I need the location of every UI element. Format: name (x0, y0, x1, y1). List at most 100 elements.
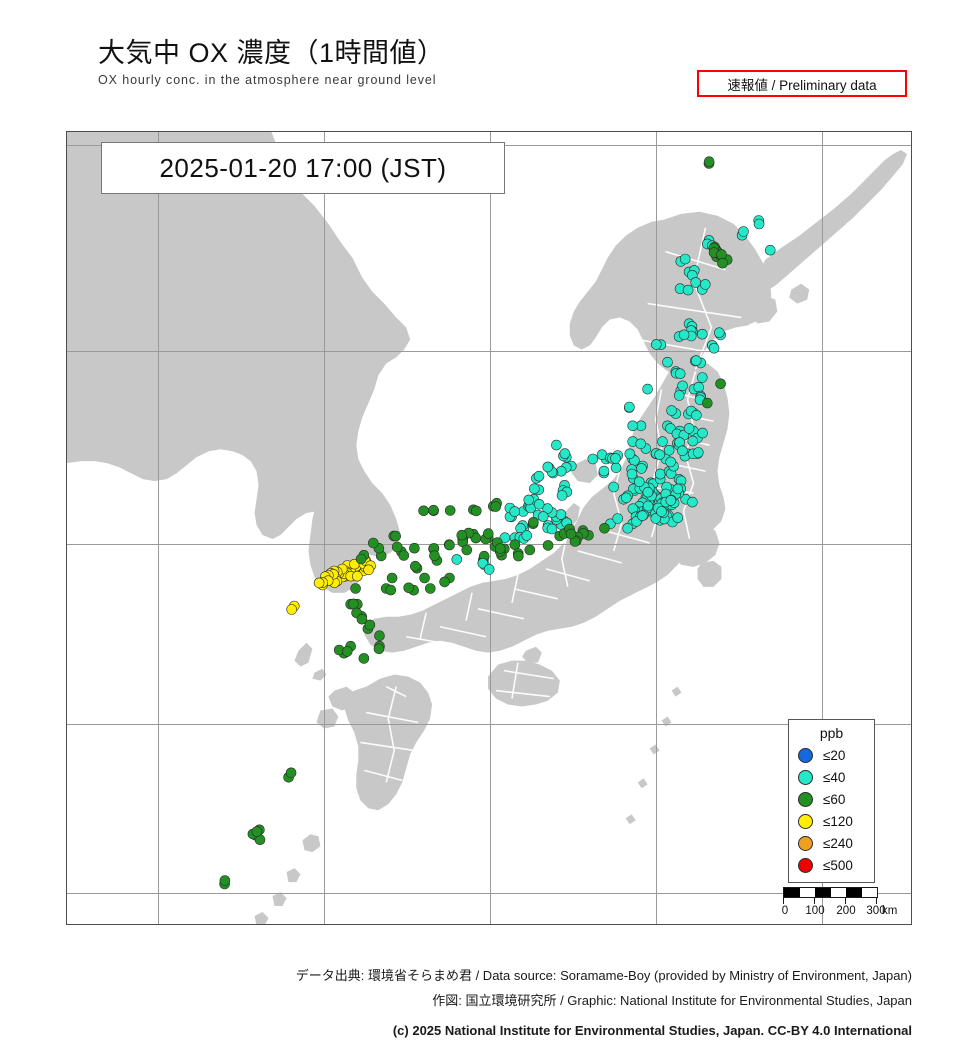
data-point (677, 445, 688, 457)
data-point (627, 420, 639, 432)
data-point (533, 498, 545, 510)
data-point (513, 550, 524, 562)
data-point (363, 564, 374, 576)
data-point (409, 542, 420, 554)
data-point (551, 439, 562, 451)
data-point (386, 572, 398, 584)
data-point (341, 646, 353, 657)
data-point (608, 481, 620, 493)
data-point (364, 619, 376, 631)
preliminary-data-badge: 速報値 / Preliminary data (697, 70, 907, 97)
legend-swatch-icon (798, 769, 813, 785)
data-point (624, 401, 635, 413)
gridline-lon-145 (822, 132, 823, 924)
map-plot-area[interactable]: 45°N 40°N 35°N 30°N 25°N 125°E 130°E 135… (66, 131, 912, 925)
data-point (509, 539, 521, 551)
data-point (456, 529, 468, 541)
page-subtitle: OX hourly conc. in the atmosphere near g… (98, 73, 437, 88)
ytick-minor (66, 737, 67, 738)
scale-label-300: 300 (866, 905, 886, 917)
ytick-minor (66, 282, 67, 283)
ytick-minor (66, 247, 67, 248)
data-point (509, 506, 521, 517)
data-point (555, 509, 567, 520)
ytick-minor (66, 772, 67, 773)
scale-seg-1 (784, 888, 800, 897)
data-point (490, 501, 502, 512)
data-point (753, 218, 765, 230)
data-point (673, 390, 685, 401)
ytick-minor (66, 387, 67, 388)
legend-label: ≤60 (823, 791, 846, 807)
ytick-minor (66, 212, 67, 213)
footer-copyright: (c) 2025 National Institute for Environm… (392, 1023, 912, 1038)
data-point (428, 504, 439, 516)
data-point (367, 537, 379, 549)
ytick-minor (66, 143, 67, 144)
scale-seg-5 (846, 888, 862, 897)
footer: データ出典: 環境省そらまめ君 / Data source: Soramame-… (0, 963, 980, 1043)
data-point (674, 368, 686, 379)
data-point (701, 397, 713, 409)
data-point (537, 511, 549, 522)
data-point (678, 329, 690, 341)
data-point (482, 528, 494, 539)
ytick-30 (66, 724, 67, 725)
legend-row-5: ≤500 (789, 854, 874, 876)
legend-swatch-icon (798, 835, 813, 851)
gridline-lat-35 (67, 544, 911, 545)
gridline-lon-135 (490, 132, 491, 924)
gridline-lat-30 (67, 724, 911, 725)
data-point (693, 381, 705, 393)
gridline-lat-40 (67, 351, 911, 352)
data-point (764, 244, 776, 256)
data-point (738, 226, 749, 237)
data-point (635, 438, 647, 450)
gridline-lon-130 (324, 132, 325, 924)
ytick-minor (66, 912, 67, 913)
data-point (650, 339, 662, 350)
data-point (390, 530, 402, 542)
data-point (687, 496, 698, 508)
data-point (633, 476, 645, 488)
data-point (610, 462, 622, 474)
data-point (470, 505, 482, 517)
data-point (663, 444, 675, 456)
data-point (665, 456, 676, 468)
ytick-40 (66, 351, 67, 352)
legend-swatch-icon (798, 791, 813, 807)
data-point (622, 522, 634, 534)
data-point (546, 523, 558, 535)
data-point (677, 380, 688, 392)
data-point (528, 516, 539, 528)
data-point (559, 448, 571, 459)
title-block: 大気中 OX 濃度（1時間値） OX hourly conc. in the a… (98, 38, 445, 87)
data-point (313, 577, 325, 589)
data-point (524, 544, 536, 556)
data-point (409, 560, 421, 572)
data-point (565, 528, 577, 540)
data-point (483, 564, 495, 575)
data-point (642, 486, 654, 498)
legend-panel: ppb ≤20 ≤40 ≤60 ≤120 ≤240 ≤500 (788, 719, 875, 883)
scale-bar-labels: 0 100 200 300 km (782, 905, 898, 921)
data-point (424, 583, 436, 594)
data-point (692, 447, 704, 458)
data-point (418, 505, 429, 517)
footer-data-source: データ出典: 環境省そらまめ君 / Data source: Soramame-… (295, 968, 912, 983)
data-point (419, 572, 430, 584)
data-point (286, 604, 297, 615)
legend-row-2: ≤60 (789, 788, 874, 810)
data-point (642, 500, 654, 512)
scale-seg-6 (861, 888, 877, 897)
data-point (350, 583, 361, 594)
data-point (626, 468, 638, 480)
data-point (439, 576, 450, 588)
ytick-minor (66, 842, 67, 843)
data-point (385, 584, 397, 596)
data-point (542, 540, 554, 551)
data-point (587, 453, 599, 465)
ytick-minor (66, 317, 67, 318)
data-point (690, 355, 702, 366)
ytick-minor (66, 807, 67, 808)
